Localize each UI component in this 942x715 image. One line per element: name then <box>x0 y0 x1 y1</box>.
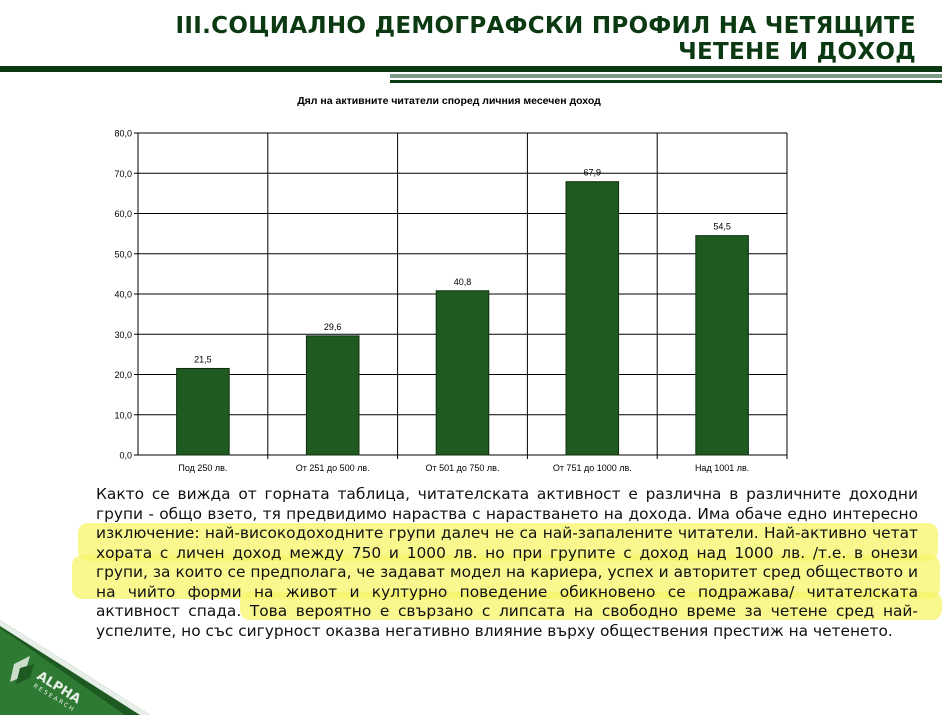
y-tick-label: 30,0 <box>114 330 132 340</box>
y-tick-label: 10,0 <box>114 410 132 420</box>
data-label: 54,5 <box>713 222 731 232</box>
y-tick-label: 80,0 <box>114 129 132 139</box>
alpha-research-logo: ALPHA RESEARCH <box>0 620 150 715</box>
y-tick-label: 70,0 <box>114 169 132 179</box>
header-rule-light <box>390 74 942 78</box>
data-label: 29,6 <box>324 322 342 332</box>
category-label: От 251 до 500 лв. <box>296 463 370 473</box>
category-label: От 751 до 1000 лв. <box>553 463 632 473</box>
y-tick-label: 60,0 <box>114 209 132 219</box>
data-label: 40,8 <box>454 277 472 287</box>
highlight-3 <box>240 592 942 620</box>
bar <box>695 235 749 456</box>
bar <box>305 335 360 456</box>
bar-chart: Дял на активните читатели според личния … <box>114 95 788 474</box>
chart-bars <box>176 181 749 456</box>
header-rule-dark <box>0 66 942 72</box>
bar <box>435 290 490 456</box>
header-rule-thin <box>390 80 942 83</box>
page-title-line-2: ЧЕТЕНЕ И ДОХОД <box>678 39 916 65</box>
y-tick-label: 0,0 <box>119 451 132 461</box>
y-tick-label: 50,0 <box>114 249 132 259</box>
chart-title: Дял на активните читатели според личния … <box>297 95 601 107</box>
page-title-line-1: III.СОЦИАЛНО ДЕМОГРАФСКИ ПРОФИЛ НА ЧЕТЯЩ… <box>175 13 916 39</box>
data-label: 67,9 <box>584 168 602 178</box>
y-tick-label: 40,0 <box>114 290 132 300</box>
category-label: Под 250 лв. <box>178 463 227 473</box>
highlight-2 <box>72 555 940 599</box>
highlight-1 <box>78 523 938 561</box>
chart-labels: 0,0 10,0 20,0 30,0 40,0 50,0 60,0 70,0 80,0 21,5 П… <box>114 129 749 474</box>
data-label: 21,5 <box>194 354 212 364</box>
bar <box>565 181 620 456</box>
category-label: Над 1001 лв. <box>695 463 749 473</box>
bar <box>176 367 230 456</box>
body-paragraph: Както се вижда от горната таблица, читат… <box>96 485 918 640</box>
logo-emblem-icon <box>10 656 34 684</box>
y-tick-label: 20,0 <box>114 370 132 380</box>
category-label: От 501 до 750 лв. <box>426 463 500 473</box>
